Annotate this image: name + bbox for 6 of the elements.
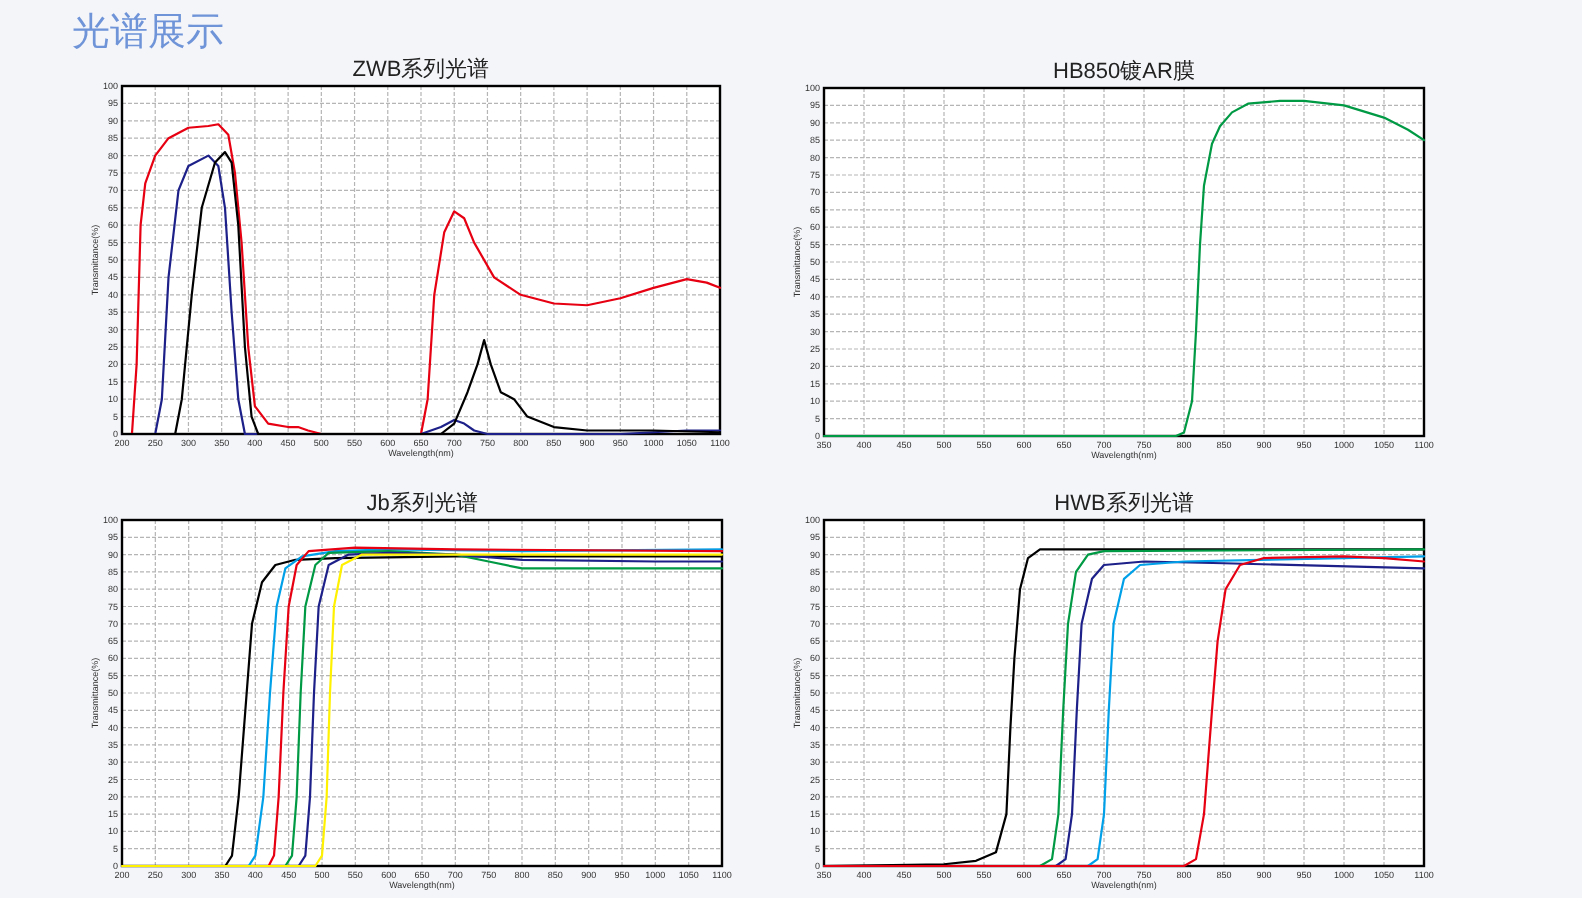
text: 光谱展示 <box>72 10 224 54</box>
chart-title: Jb系列光谱 <box>366 490 478 516</box>
chart-title: HB850镀AR膜 <box>1053 58 1195 84</box>
line-series <box>822 99 1426 438</box>
chart-title: ZWB系列光谱 <box>352 56 490 82</box>
chart-title: HWB系列光谱 <box>1054 490 1194 516</box>
